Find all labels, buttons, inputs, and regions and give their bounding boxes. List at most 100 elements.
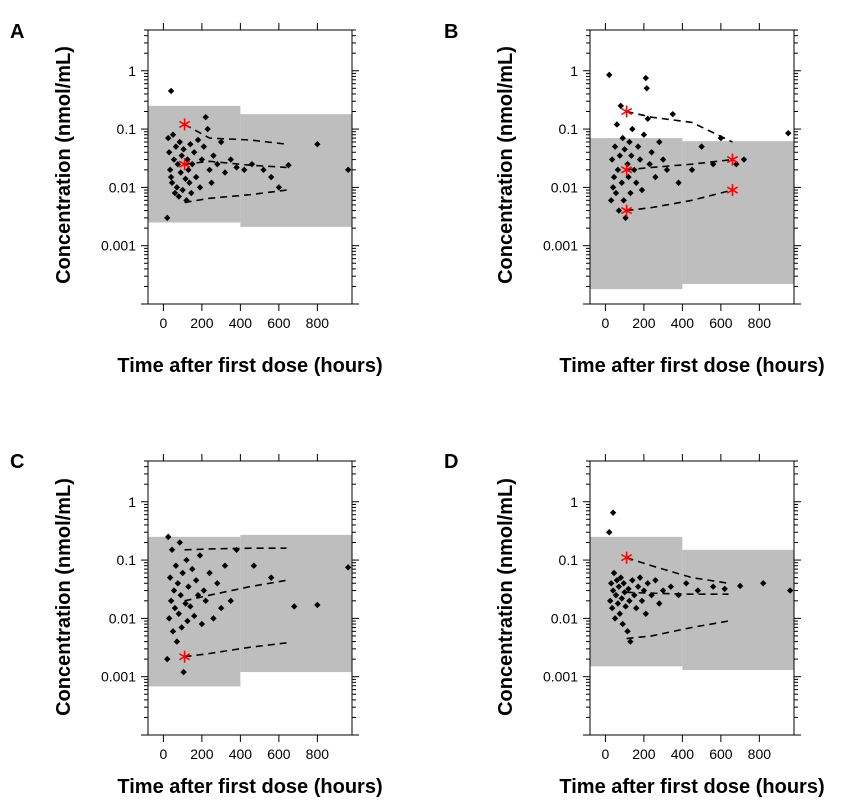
observed-point xyxy=(607,580,615,587)
plot-frame xyxy=(147,460,353,736)
observed-point xyxy=(621,146,628,153)
observed-point xyxy=(648,149,655,156)
observed-point xyxy=(165,615,173,622)
panel-d: D 0.001 0.01 0.1 1 0 200 400 600 800 Time after fi… xyxy=(444,451,825,798)
observed-point xyxy=(640,131,648,138)
observed-point xyxy=(178,152,185,159)
observed-point xyxy=(291,603,298,610)
y-tick-label: 0.1 xyxy=(559,121,579,137)
observed-point xyxy=(698,143,705,150)
observed-point xyxy=(626,597,633,605)
y-tick-label: 0.01 xyxy=(551,610,578,626)
observed-point xyxy=(344,166,352,174)
observed-point xyxy=(634,583,642,590)
observed-point xyxy=(172,143,180,150)
observed-point xyxy=(206,569,213,577)
observed-point xyxy=(196,552,204,559)
observed-point xyxy=(206,166,213,174)
observed-point xyxy=(636,574,644,581)
observed-point xyxy=(614,166,622,174)
observed-point xyxy=(618,595,625,602)
observed-point xyxy=(606,529,613,536)
observed-point xyxy=(638,597,646,605)
x-tick-label: 0 xyxy=(159,746,167,762)
observed-point xyxy=(632,604,640,612)
observed-point xyxy=(616,152,624,159)
x-axis-title: Time after first dose (hours) xyxy=(117,776,382,798)
observed-point xyxy=(171,604,179,612)
observed-point xyxy=(248,160,256,168)
observed-point xyxy=(187,141,194,148)
x-tick-label: 400 xyxy=(671,315,695,331)
observed-point xyxy=(188,189,195,197)
observed-point xyxy=(170,587,178,594)
observed-point xyxy=(616,610,624,617)
observed-point xyxy=(194,136,202,144)
observed-point xyxy=(644,580,651,587)
panel-letter: C xyxy=(10,451,24,473)
observed-point xyxy=(607,597,614,605)
y-tick-label: 0.01 xyxy=(109,179,136,195)
percentile-line xyxy=(184,547,287,551)
observed-point xyxy=(200,587,208,594)
y-axis-title: Concentration (nmol/mL) xyxy=(495,46,517,284)
prediction-band xyxy=(148,536,241,687)
observed-point xyxy=(180,668,187,676)
observed-point xyxy=(634,143,642,150)
x-tick-label: 0 xyxy=(601,315,609,331)
y-tick-label: 1 xyxy=(570,63,578,79)
x-tick-label: 800 xyxy=(748,746,772,762)
observed-point xyxy=(612,591,620,599)
percentile-line xyxy=(626,189,733,212)
prediction-band xyxy=(590,536,683,667)
observed-point xyxy=(610,173,618,181)
observed-point xyxy=(189,160,196,168)
panel-letter: D xyxy=(444,451,458,473)
observed-point xyxy=(176,539,183,546)
observed-point xyxy=(610,569,618,577)
observed-point xyxy=(683,580,690,587)
observed-point xyxy=(192,173,200,181)
observed-point xyxy=(186,179,193,186)
observed-point xyxy=(619,134,626,142)
observed-point xyxy=(606,71,613,79)
observed-point xyxy=(210,615,217,622)
observed-point xyxy=(646,160,653,168)
observed-point xyxy=(164,214,171,222)
observed-point xyxy=(275,184,283,191)
x-tick-label: 400 xyxy=(671,746,695,762)
observed-point xyxy=(204,125,211,133)
x-axis-title: Time after first dose (hours) xyxy=(117,355,382,377)
observed-point xyxy=(177,591,184,599)
observed-point xyxy=(174,580,182,587)
observed-point xyxy=(182,175,189,183)
percentile-line xyxy=(626,591,729,595)
observed-point xyxy=(622,603,629,610)
y-axis-title: Concentration (nmol/mL) xyxy=(495,478,517,716)
observed-point xyxy=(632,179,640,186)
observed-point xyxy=(173,638,181,645)
y-tick-label: 0.01 xyxy=(551,179,578,195)
percentile-line xyxy=(626,110,733,143)
observed-point xyxy=(344,564,352,571)
observed-point xyxy=(667,583,675,590)
percentile-line xyxy=(626,158,733,171)
observed-point xyxy=(180,146,187,153)
observed-point xyxy=(179,569,186,577)
observed-point xyxy=(174,160,182,168)
observed-point xyxy=(663,166,671,174)
y-tick-label: 1 xyxy=(128,63,136,79)
panel-letter: B xyxy=(444,21,458,43)
observed-point xyxy=(642,74,650,82)
observed-point xyxy=(612,189,620,197)
x-tick-label: 600 xyxy=(709,746,733,762)
observed-point xyxy=(694,587,701,594)
observed-point xyxy=(618,179,625,186)
observed-point xyxy=(175,610,182,617)
observed-point xyxy=(688,166,696,174)
observed-point xyxy=(171,189,179,197)
x-axis-title: Time after first dose (hours) xyxy=(559,355,824,377)
observed-point xyxy=(166,166,174,174)
asterisk-stroke xyxy=(178,160,191,168)
outlier-asterisk xyxy=(620,105,633,118)
